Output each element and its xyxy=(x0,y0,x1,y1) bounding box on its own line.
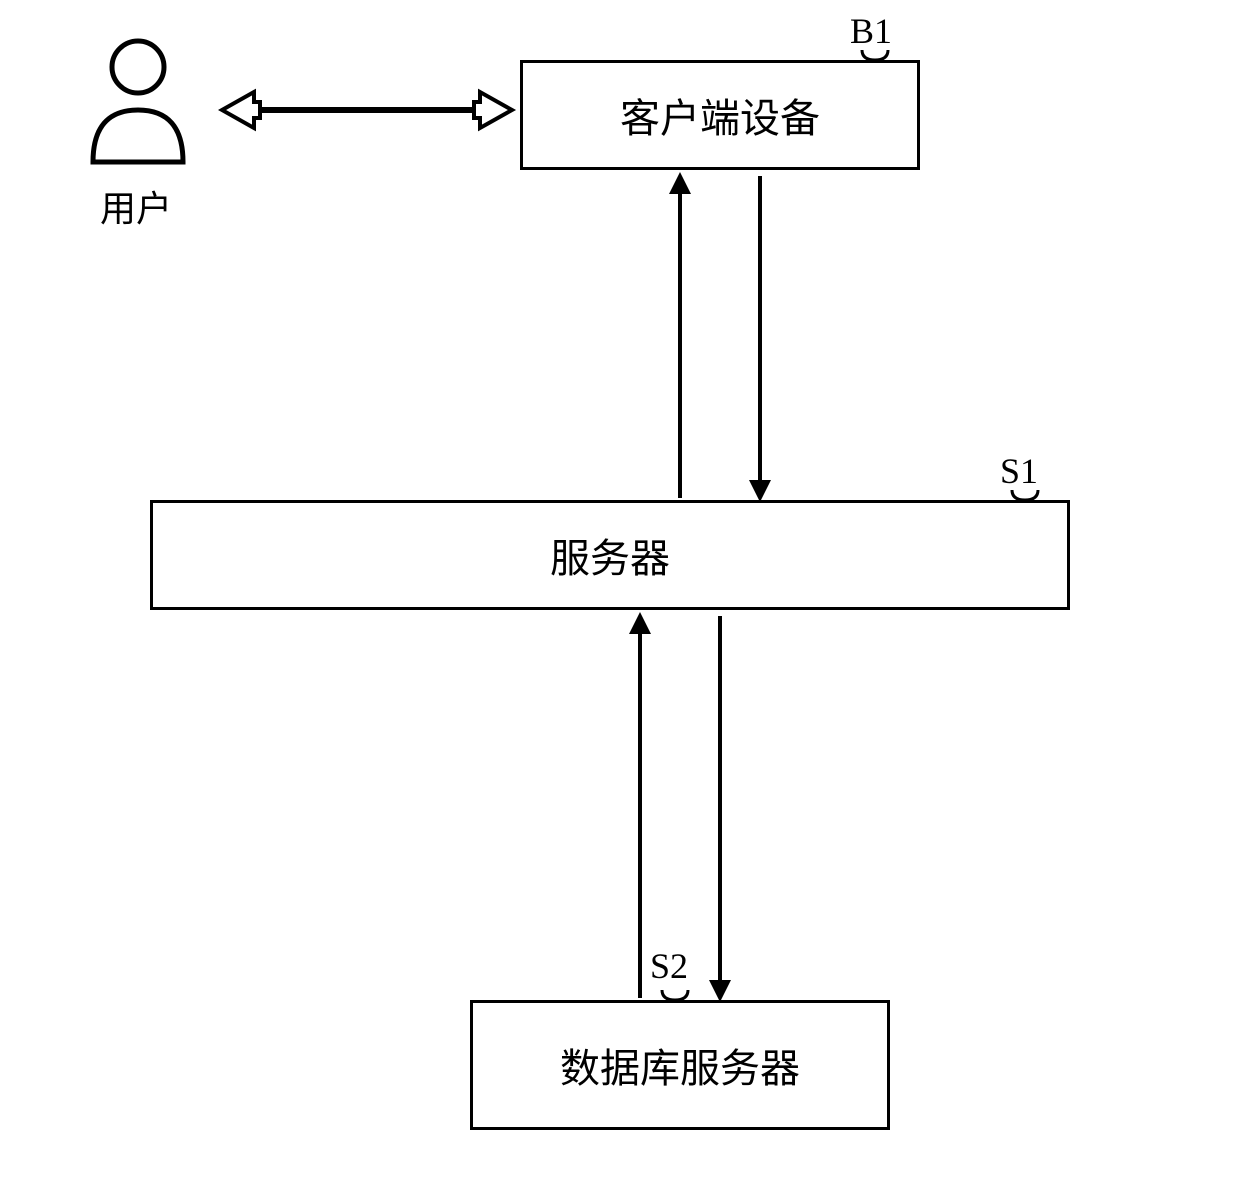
arrow-client-server-down xyxy=(745,172,775,502)
tag-s2: S2 xyxy=(650,945,688,987)
arrow-user-client xyxy=(218,80,518,140)
database-box-label: 数据库服务器 xyxy=(560,1036,800,1094)
arrow-client-server-up xyxy=(665,172,695,502)
server-box-label: 服务器 xyxy=(550,526,670,584)
server-box: 服务器 xyxy=(150,500,1070,610)
tag-b1: B1 xyxy=(850,10,892,52)
client-box-label: 客户端设备 xyxy=(620,86,820,144)
user-label: 用户 xyxy=(100,180,172,232)
arrow-server-db-down xyxy=(705,612,735,1002)
arrow-server-db-up xyxy=(625,612,655,1002)
database-box: 数据库服务器 xyxy=(470,1000,890,1130)
user-icon xyxy=(78,32,198,177)
tag-s1: S1 xyxy=(1000,450,1038,492)
client-box: 客户端设备 xyxy=(520,60,920,170)
